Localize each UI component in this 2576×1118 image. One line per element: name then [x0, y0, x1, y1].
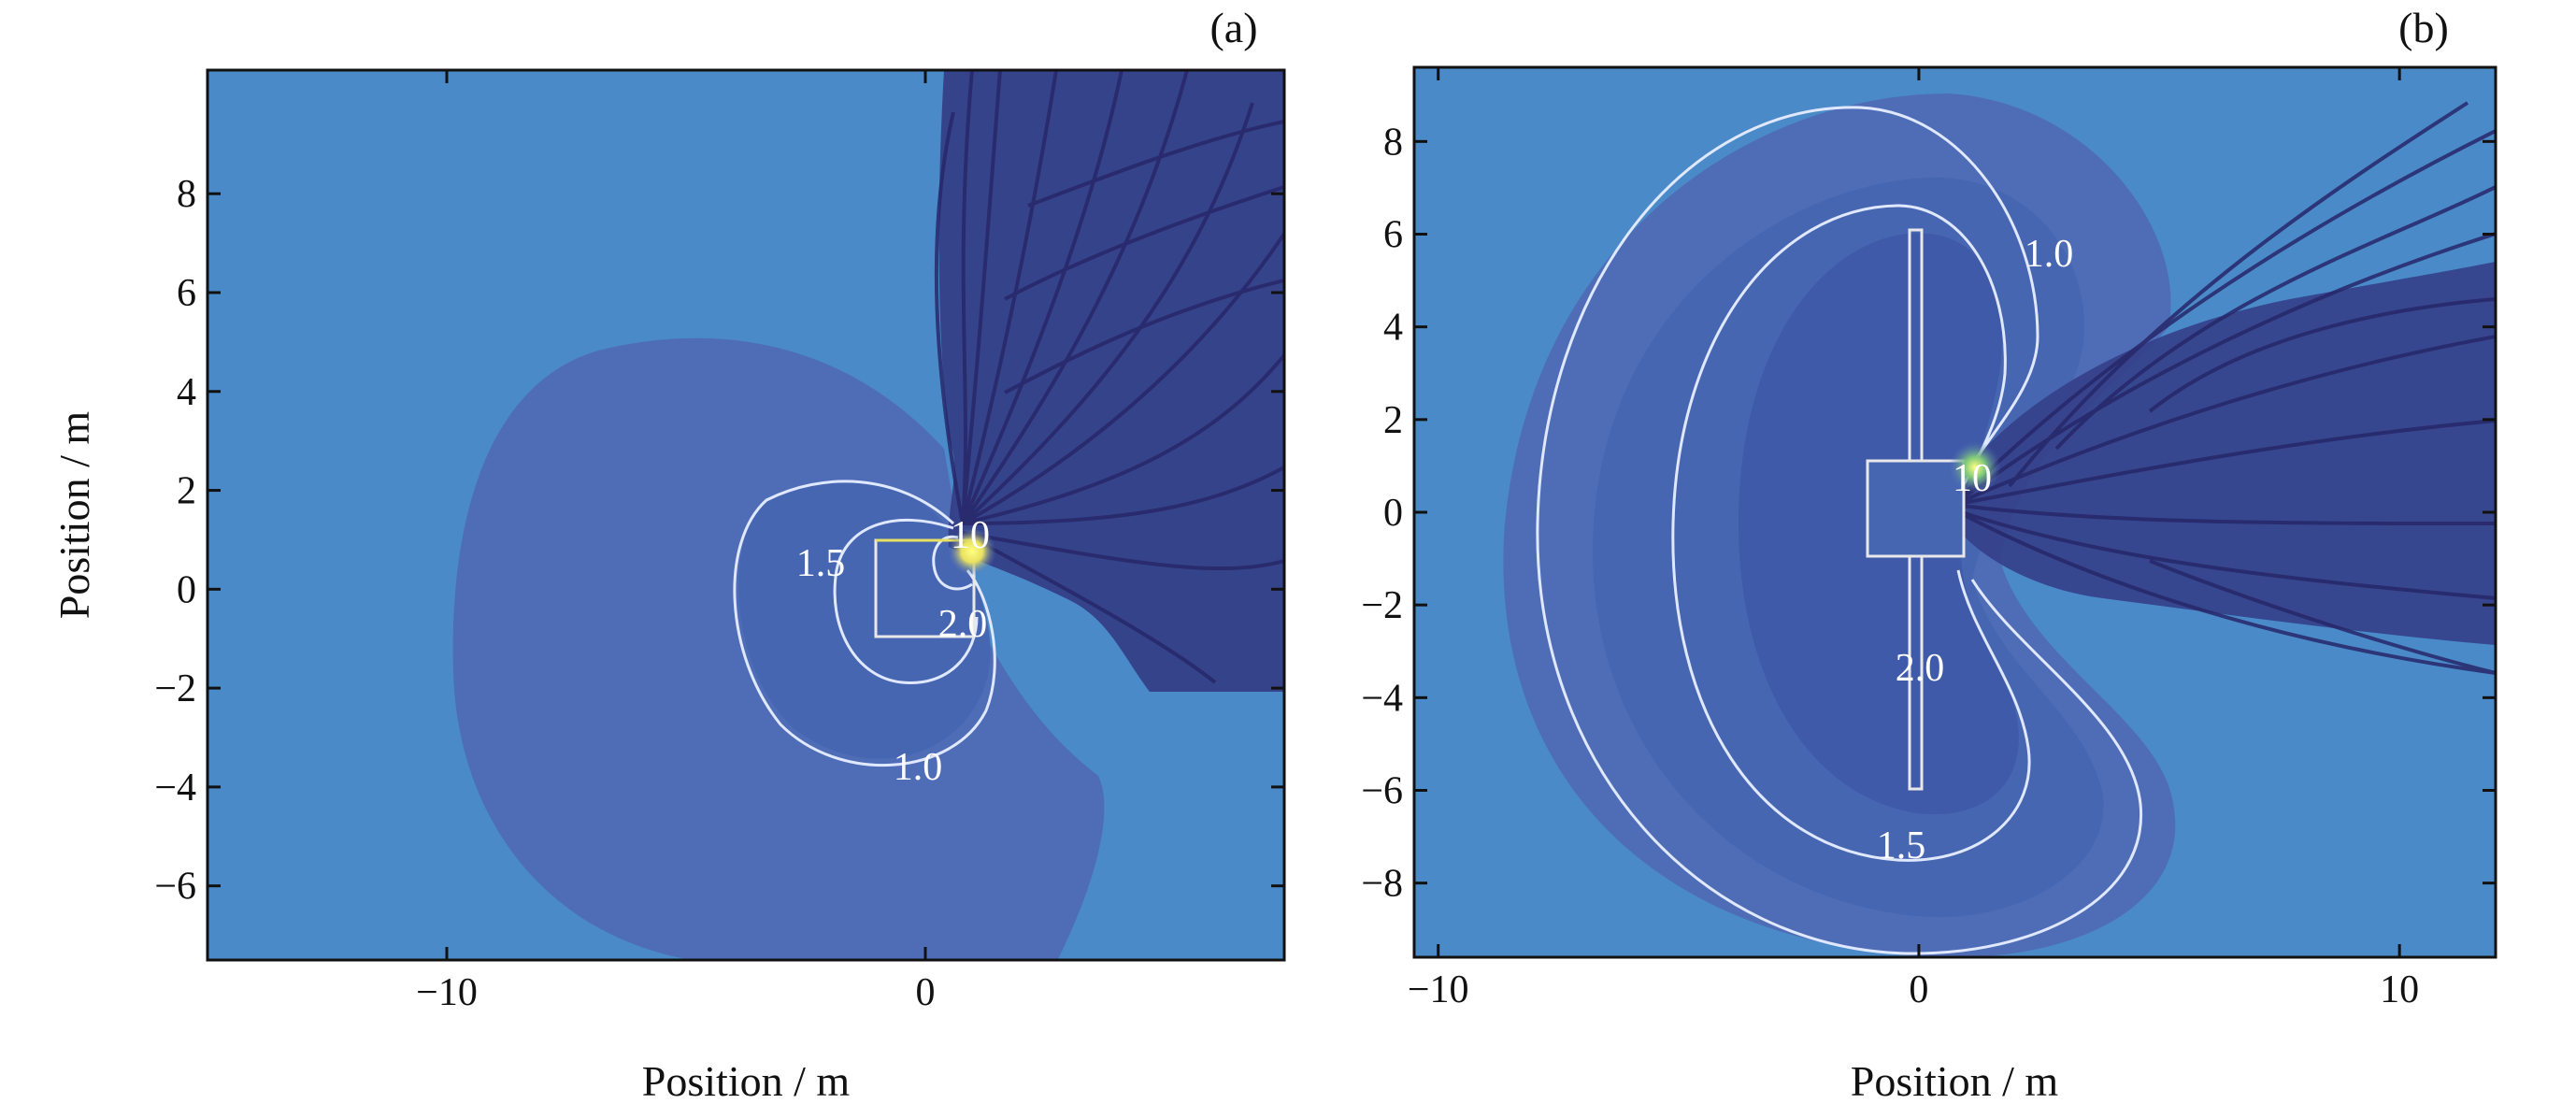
y-tick-label-a: −6	[154, 866, 196, 909]
contour-1-5-b	[1671, 204, 2031, 862]
x-tick-label-a: −10	[416, 971, 478, 1014]
y-tick-label-a: 4	[177, 371, 196, 414]
contour-label-1-0-a: 1.0	[894, 746, 943, 789]
plot-frame-a	[206, 68, 1286, 962]
contour-label-2-0-a: 2.0	[938, 603, 988, 646]
panel-b: (b)	[1361, 4, 2497, 1105]
y-tick-label-b: 0	[1383, 492, 1403, 535]
x-axis-label-a: Position / m	[642, 1057, 851, 1105]
y-tick-label-a: −2	[154, 667, 196, 710]
streamlines-b	[1952, 101, 2496, 675]
y-tick-label-b: 6	[1383, 214, 1403, 257]
y-tick-label-b: −8	[1361, 863, 1403, 906]
contour-label-10-a: 10	[951, 514, 990, 557]
structure-box-b	[1866, 459, 1966, 558]
y-axis-label-a: Position / m	[50, 411, 98, 620]
y-tick-label-b: −4	[1361, 677, 1403, 720]
contour-1-0-b	[1536, 106, 2143, 955]
x-tick-label-a: 0	[916, 971, 936, 1014]
contour-labels-b: 1.0 10 2.0 1.5	[1877, 233, 2074, 867]
field-inner-region-a	[738, 480, 991, 759]
contour-1-5-a	[833, 518, 979, 684]
panel-a: (a)	[50, 4, 1286, 1105]
hotspot-a	[948, 527, 996, 576]
x-tick-label-b: 10	[2380, 968, 2419, 1011]
streamlines-a	[934, 70, 1284, 684]
x-tick-label-b: −10	[1408, 968, 1469, 1011]
ticks-b: −10 0 10 −8 −6 −4 −2 0 2 4 6 8	[1361, 67, 2496, 1011]
panel-b-label: (b)	[2398, 4, 2449, 51]
streamline-wake-b	[1953, 262, 2496, 645]
contour-label-2-0-b: 2.0	[1896, 647, 1945, 690]
contour-label-1-0-b: 1.0	[2025, 233, 2074, 276]
panel-a-label: (a)	[1209, 4, 1257, 51]
y-tick-label-b: −6	[1361, 770, 1403, 813]
y-tick-label-b: 2	[1383, 399, 1403, 442]
plot-area-b	[1414, 67, 2496, 957]
y-tick-label-a: 6	[177, 272, 196, 315]
x-tick-label-b: 0	[1909, 968, 1928, 1011]
contour-label-1-5-b: 1.5	[1877, 824, 1926, 867]
y-tick-label-b: 4	[1383, 307, 1403, 350]
contour-labels-a: 1.5 10 2.0 1.0	[796, 514, 990, 789]
contour-lines-b	[1536, 106, 2143, 955]
y-tick-label-a: 8	[177, 173, 196, 216]
y-tick-label-a: 2	[177, 470, 196, 513]
plot-area-a	[208, 70, 1284, 960]
hotspot-b	[1949, 441, 2001, 494]
y-tick-label-b: −2	[1361, 584, 1403, 627]
y-tick-label-a: −4	[154, 767, 196, 810]
streamline-wake-a	[938, 70, 1284, 692]
y-tick-label-a: 0	[177, 568, 196, 611]
y-tick-label-b: 8	[1383, 121, 1403, 164]
contour-1-0-a	[733, 480, 996, 767]
contour-label-10-b: 10	[1953, 457, 1992, 500]
x-axis-label-b: Position / m	[1851, 1057, 2059, 1105]
ticks-a: −10 0 −6 −4 −2 0 2 4 6 8	[154, 70, 1284, 1014]
contour-label-1-5-a: 1.5	[796, 542, 846, 585]
